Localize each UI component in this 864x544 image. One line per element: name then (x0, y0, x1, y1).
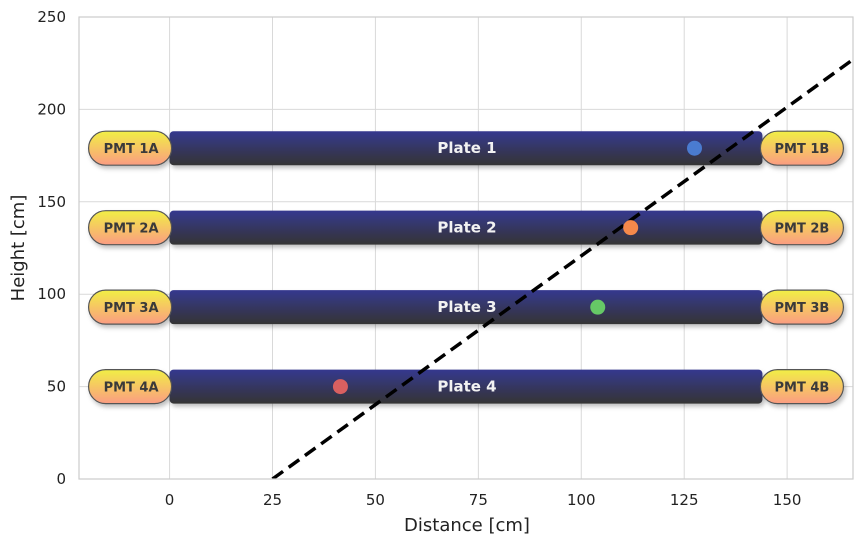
plot-frame (78, 16, 854, 480)
plate-label: Plate 1 (437, 139, 496, 157)
x-axis-title: Distance [cm] (404, 515, 530, 536)
plate-bar (169, 369, 763, 404)
pmt-right-label: PMT 2B (775, 222, 830, 237)
pmt-left-label: PMT 4A (104, 381, 159, 396)
pmt-right (759, 210, 845, 246)
x-tick-label: 25 (263, 491, 282, 509)
y-tick-label: 0 (56, 470, 66, 488)
pmt-left (87, 210, 173, 246)
pmt-left-label: PMT 2A (104, 222, 159, 237)
plate-bar (169, 131, 763, 166)
x-tick-label: 0 (165, 491, 175, 509)
hit-point (332, 379, 348, 395)
pmt-left-label: PMT 3A (104, 301, 159, 316)
plate-2 (87, 210, 845, 246)
x-tick-label: 50 (366, 491, 385, 509)
x-tick-label: 150 (773, 491, 802, 509)
pmt-right (759, 369, 845, 405)
pmt-right-label: PMT 3B (775, 301, 830, 316)
y-axis-title: Height [cm] (8, 195, 29, 302)
y-tick-label: 250 (37, 8, 66, 26)
pmt-left (87, 369, 173, 405)
plate-label: Plate 2 (437, 219, 496, 237)
plates: Plate 1 PMT 1A PMT 1B Plate 2 PMT 2A PMT 2B Pl… (87, 130, 845, 405)
pmt-right-label: PMT 4B (775, 381, 830, 396)
plate-3 (87, 289, 845, 325)
pmt-left-label: PMT 1A (104, 142, 159, 157)
plate-4 (87, 369, 845, 405)
pmt-right-label: PMT 1B (775, 142, 830, 157)
plot-background (79, 17, 853, 479)
y-tick-label: 200 (37, 100, 66, 118)
pmt-right (759, 130, 845, 166)
x-tick-label: 75 (469, 491, 488, 509)
pmt-right (759, 289, 845, 325)
hit-points (332, 140, 702, 395)
plate-label: Plate 3 (437, 298, 496, 316)
y-tick-label: 50 (47, 378, 66, 396)
hit-point (686, 140, 702, 156)
x-tick-label: 125 (670, 491, 699, 509)
tick-labels: 0 25 50 75 100 125 150 0 50 100 150 200 250 (37, 8, 801, 509)
plate-bar (169, 290, 763, 325)
hit-point (623, 220, 639, 236)
plate-1 (87, 130, 845, 166)
plate-label: Plate 4 (437, 378, 496, 396)
pmt-left (87, 130, 173, 166)
hit-point (590, 299, 606, 315)
y-tick-label: 100 (37, 285, 66, 303)
y-tick-label: 150 (37, 193, 66, 211)
pmt-left (87, 289, 173, 325)
plate-bar (169, 210, 763, 245)
x-tick-label: 100 (567, 491, 596, 509)
